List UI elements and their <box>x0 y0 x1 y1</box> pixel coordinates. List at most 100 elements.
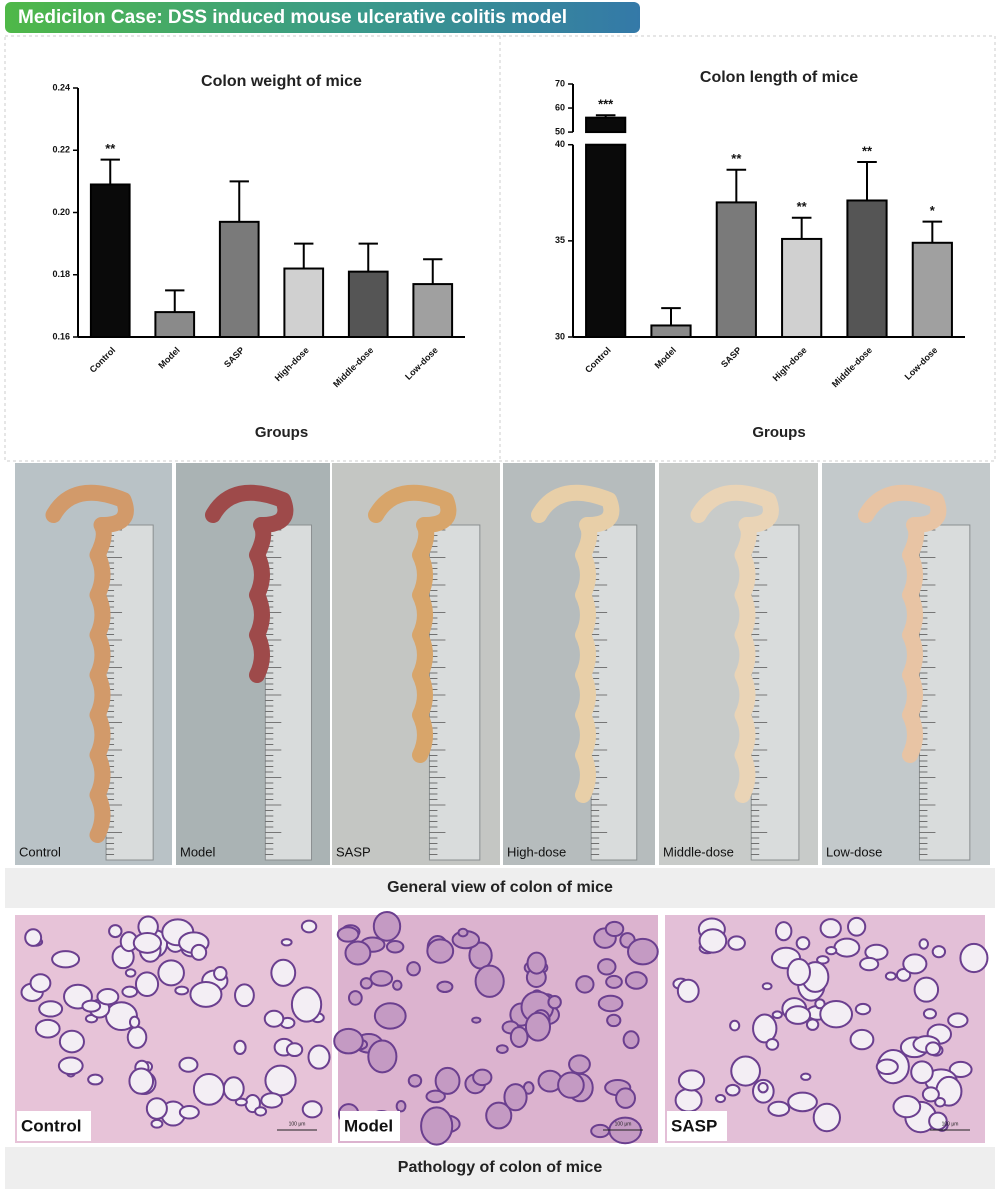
bar <box>218 220 260 338</box>
photo-label: Model <box>180 844 216 859</box>
error-bar <box>100 158 120 185</box>
tissue-structure <box>495 1044 509 1054</box>
tissue-structure <box>260 1092 284 1109</box>
tissue-structure <box>372 910 402 942</box>
tissue-structure <box>192 1072 225 1106</box>
photo-label: High-dose <box>507 844 566 859</box>
photo-label: Middle-dose <box>663 844 734 859</box>
scale-label: 100 μm <box>615 1121 632 1127</box>
x-axis-title: Groups <box>752 424 805 441</box>
x-tick-label: Control <box>88 345 118 375</box>
tissue-structure <box>369 970 394 987</box>
bar <box>911 241 953 339</box>
panel-label: SASP <box>671 1116 717 1135</box>
colon <box>45 484 134 843</box>
tissue-structure <box>627 937 659 966</box>
y-tick-label: 0.22 <box>52 145 70 155</box>
tissue-structure <box>174 985 190 996</box>
tissue-structure <box>87 1073 104 1086</box>
significance-label: ** <box>862 143 873 158</box>
tissue-structure <box>849 1028 875 1051</box>
tissue-structure <box>622 1030 640 1050</box>
y-tick-label: 0.24 <box>52 82 70 92</box>
tissue-structure <box>624 971 648 990</box>
tissue-structure <box>359 977 373 990</box>
panel-label: Model <box>344 1116 393 1135</box>
significance-label: * <box>930 203 936 218</box>
tissue-structure <box>81 999 102 1013</box>
tissue-structure <box>814 998 826 1010</box>
tissue-structure <box>190 943 208 961</box>
tissue-structure <box>270 958 297 987</box>
ruler <box>590 524 638 861</box>
colon <box>690 484 779 803</box>
tissue-structure <box>771 1010 783 1019</box>
tissue-structure <box>96 988 120 1006</box>
tissue-structure <box>524 1011 552 1042</box>
photo-label: Control <box>19 844 61 859</box>
tissue-structure <box>526 951 547 975</box>
tissue-structure <box>134 971 160 997</box>
tissue-structure <box>698 928 728 954</box>
tissue-structure <box>902 953 928 975</box>
tissue-structure <box>547 994 562 1010</box>
x-tick-label: Middle-dose <box>830 345 874 389</box>
tissue-structure <box>604 920 625 938</box>
tissue-structure <box>674 1087 703 1113</box>
tissue-structure <box>474 964 505 998</box>
error-bar <box>791 216 812 239</box>
error-bar <box>229 180 249 222</box>
tissue-structure <box>108 924 123 939</box>
y-tick-label: 50 <box>555 126 565 136</box>
photo-label: Low-dose <box>826 844 882 859</box>
x-axis-title: Groups <box>255 424 308 441</box>
tissue-structure <box>761 982 773 991</box>
bar <box>715 201 757 338</box>
tissue-structure <box>178 1104 200 1120</box>
tissue-structure <box>847 916 867 937</box>
tissue-structure <box>774 921 793 942</box>
tissue-structure <box>145 1097 168 1120</box>
tissue-structure <box>300 919 318 934</box>
error-bar <box>922 220 943 243</box>
tissue-structure <box>436 980 454 994</box>
tissue-structure <box>714 1094 727 1104</box>
tissue-structure <box>752 1013 778 1044</box>
bar <box>846 199 888 338</box>
x-tick-label: Model <box>653 345 678 370</box>
tissue-structure <box>425 1089 446 1104</box>
error-bar <box>294 242 314 269</box>
tissue-structure <box>947 1012 969 1029</box>
tissue-structure <box>677 1069 706 1092</box>
y-tick-label: 70 <box>555 78 565 88</box>
y-tick-label: 30 <box>555 331 565 341</box>
tissue-structure <box>590 1123 611 1139</box>
error-bar <box>423 258 443 285</box>
tissue-structure <box>934 1096 946 1108</box>
tissue-structure <box>407 1073 423 1088</box>
ruler <box>264 524 313 861</box>
y-tick-label: 0.18 <box>52 269 70 279</box>
tissue-structure <box>471 1016 482 1024</box>
tissue-structure <box>128 1067 155 1095</box>
scale-label: 100 μm <box>942 1121 959 1127</box>
x-tick-label: Model <box>156 345 181 370</box>
tissue-structure <box>121 985 139 998</box>
tissue-structure <box>784 1005 812 1025</box>
x-tick-label: Low-dose <box>903 345 940 382</box>
tissue-structure <box>854 1002 872 1016</box>
photo-label: SASP <box>336 844 371 859</box>
label-box <box>340 1111 400 1141</box>
scale-label: 100 μm <box>289 1121 306 1127</box>
tissue-structure <box>925 1041 942 1056</box>
tissue-structure <box>34 1018 61 1039</box>
tissue-structure <box>819 918 842 939</box>
tissue-structure <box>676 978 700 1003</box>
tissue-structure <box>725 1083 741 1097</box>
y-tick-label: 35 <box>555 235 565 245</box>
significance-label: ** <box>731 151 742 166</box>
y-tick-label: 60 <box>555 102 565 112</box>
tissue-structure <box>910 1060 934 1085</box>
tissue-structure <box>812 1102 841 1133</box>
ruler <box>105 524 154 861</box>
